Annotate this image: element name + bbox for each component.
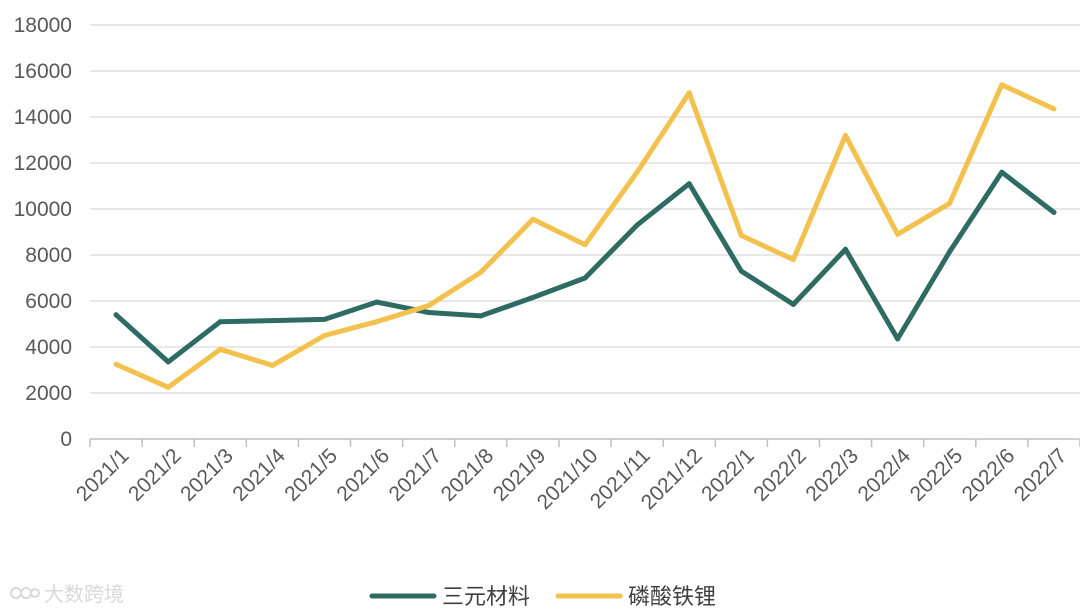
series-line-0 bbox=[113, 169, 1057, 365]
x-tick-label: 2022/3 bbox=[801, 444, 863, 506]
data-point bbox=[165, 359, 171, 365]
data-point bbox=[582, 242, 588, 248]
x-axis: 2021/12021/22021/32021/42021/52021/62021… bbox=[72, 438, 1080, 514]
x-tick-label: 2021/6 bbox=[332, 444, 394, 506]
watermark: 大数跨境 bbox=[10, 578, 124, 607]
data-point bbox=[634, 169, 640, 175]
y-tick-label: 18000 bbox=[14, 14, 72, 37]
watermark-text: 大数跨境 bbox=[44, 582, 124, 606]
data-point bbox=[374, 299, 380, 305]
legend-label: 磷酸铁锂 bbox=[628, 585, 716, 610]
data-point bbox=[999, 82, 1005, 88]
data-point bbox=[843, 246, 849, 252]
y-tick-label: 16000 bbox=[14, 60, 72, 83]
y-tick-label: 8000 bbox=[25, 244, 72, 267]
data-point bbox=[165, 384, 171, 390]
x-tick-label: 2021/5 bbox=[280, 444, 342, 506]
y-axis: 0 2000 4000 6000 8000 10000 12000 14000 16000 180… bbox=[14, 14, 72, 451]
x-tick-label: 2022/6 bbox=[958, 444, 1020, 506]
data-point bbox=[738, 268, 744, 274]
data-point bbox=[374, 319, 380, 325]
data-point bbox=[634, 222, 640, 228]
data-point bbox=[321, 333, 327, 338]
data-point bbox=[686, 181, 692, 187]
x-tick-label: 2021/4 bbox=[228, 444, 290, 506]
data-point bbox=[217, 346, 223, 352]
data-point bbox=[530, 216, 536, 222]
data-point bbox=[321, 316, 327, 322]
legend-item: 磷酸铁锂 bbox=[555, 585, 716, 610]
y-tick-label: 12000 bbox=[14, 152, 72, 175]
data-point bbox=[1051, 106, 1057, 112]
legend-label: 三元材料 bbox=[442, 585, 530, 610]
x-tick-label: 2022/2 bbox=[749, 444, 811, 506]
y-tick-label: 10000 bbox=[14, 198, 72, 221]
data-point bbox=[843, 132, 849, 138]
data-point bbox=[790, 301, 796, 307]
data-point bbox=[478, 269, 484, 275]
data-point bbox=[478, 313, 484, 319]
x-tick-label: 2022/4 bbox=[853, 444, 915, 506]
y-tick-label: 6000 bbox=[25, 290, 72, 313]
data-point bbox=[686, 90, 692, 96]
data-point bbox=[895, 231, 901, 237]
series-lines bbox=[113, 82, 1057, 390]
y-tick-label: 2000 bbox=[25, 382, 72, 405]
data-point bbox=[895, 336, 901, 342]
legend: 三元材料 磷酸铁锂 bbox=[369, 585, 716, 610]
data-point bbox=[1051, 209, 1057, 215]
x-tick-label: 2021/1 bbox=[72, 444, 134, 506]
data-point bbox=[790, 257, 796, 263]
x-tick-label: 2022/1 bbox=[697, 444, 759, 506]
data-point bbox=[113, 361, 119, 367]
y-tick-label: 0 bbox=[60, 428, 72, 451]
data-point bbox=[582, 275, 588, 281]
data-point bbox=[269, 362, 275, 368]
x-tick-label: 2021/2 bbox=[124, 444, 186, 506]
gridlines bbox=[90, 24, 1080, 394]
y-tick-label: 4000 bbox=[25, 336, 72, 359]
x-tick-label: 2021/8 bbox=[437, 444, 499, 506]
legend-item: 三元材料 bbox=[369, 585, 530, 610]
data-point bbox=[113, 312, 119, 318]
brand-logo-icon bbox=[10, 586, 40, 599]
data-point bbox=[269, 318, 275, 324]
x-tick-label: 2022/5 bbox=[906, 444, 968, 506]
x-tick-label: 2022/7 bbox=[1010, 444, 1072, 506]
series-line-1 bbox=[113, 82, 1057, 390]
data-point bbox=[426, 303, 432, 309]
data-point bbox=[947, 249, 953, 255]
data-point bbox=[738, 232, 744, 238]
data-point bbox=[426, 310, 432, 315]
data-point bbox=[530, 295, 536, 301]
y-tick-label: 14000 bbox=[14, 106, 72, 129]
x-tick-label: 2021/3 bbox=[176, 444, 238, 506]
x-tick-label: 2021/7 bbox=[385, 444, 447, 506]
data-point bbox=[217, 319, 223, 325]
data-point bbox=[999, 169, 1005, 175]
data-point bbox=[947, 200, 953, 206]
